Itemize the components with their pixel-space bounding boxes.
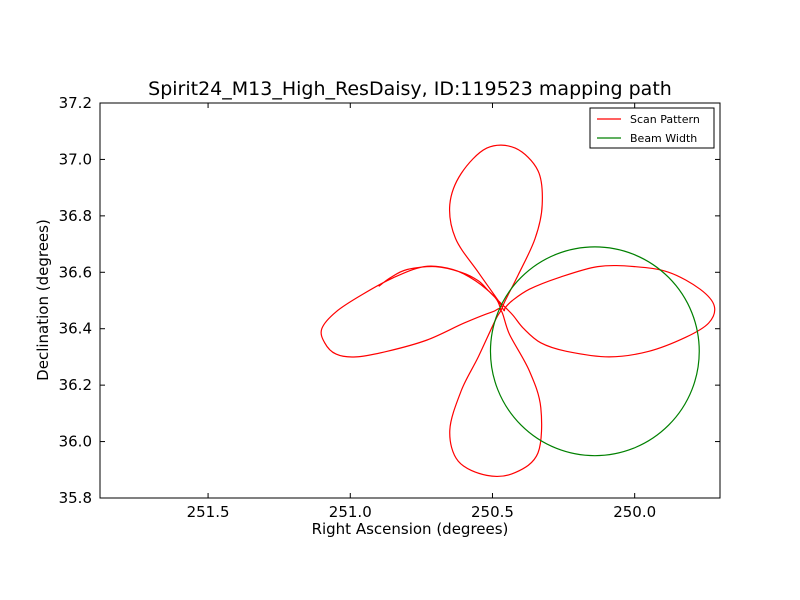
x-axis-label: Right Ascension (degrees) [312, 520, 509, 538]
y-tick-label: 37.2 [59, 94, 92, 112]
scan-pattern-line [320, 144, 716, 477]
legend: Scan Pattern Beam Width [589, 107, 715, 149]
y-tick-label: 37.0 [59, 150, 92, 168]
x-tick-label: 251.0 [329, 503, 372, 521]
beam-width-circle [489, 246, 700, 457]
y-axis-label: Declination (degrees) [34, 219, 52, 381]
chart-title: Spirit24_M13_High_ResDaisy, ID:119523 ma… [148, 78, 672, 100]
y-tick-label: 36.8 [59, 207, 92, 225]
y-axis-ticks: 35.8 36.0 36.2 36.4 36.6 36.8 37.0 37.2 [59, 94, 720, 507]
y-tick-label: 36.0 [59, 433, 92, 451]
legend-label-scan-pattern: Scan Pattern [630, 113, 700, 126]
legend-label-beam-width: Beam Width [630, 132, 697, 145]
x-tick-label: 250.5 [471, 503, 514, 521]
x-axis-ticks: 251.5 251.0 250.5 250.0 [187, 103, 656, 521]
plot-series-layer [320, 144, 716, 477]
y-tick-label: 36.2 [59, 376, 92, 394]
x-tick-label: 251.5 [187, 503, 230, 521]
legend-box [589, 107, 715, 149]
y-tick-label: 36.6 [59, 263, 92, 281]
x-tick-label: 250.0 [613, 503, 656, 521]
y-tick-label: 36.4 [59, 320, 92, 338]
plot-frame [99, 102, 721, 499]
y-tick-label: 35.8 [59, 489, 92, 507]
